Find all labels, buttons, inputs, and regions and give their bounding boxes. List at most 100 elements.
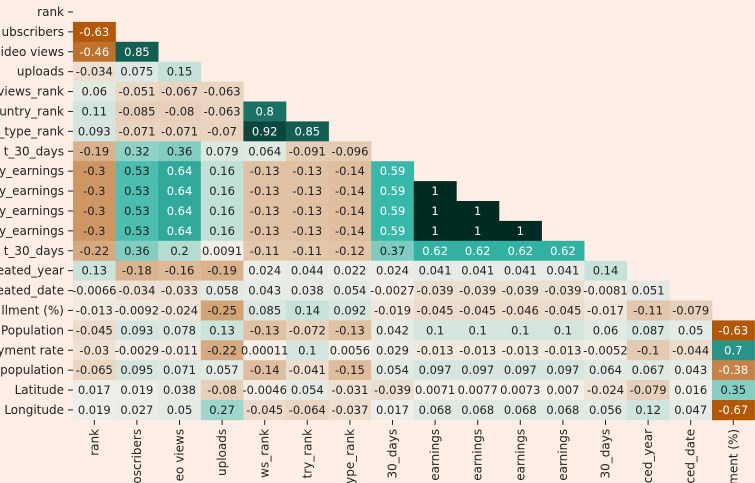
cell-value-label: -0.12: [335, 244, 365, 258]
cell-value-label: 0.092: [333, 303, 366, 317]
heatmap-cell: [371, 280, 415, 301]
cell-value-label: 0.068: [419, 403, 452, 417]
heatmap-cell: [158, 81, 202, 102]
heatmap-cell: [413, 240, 457, 261]
heatmap-cell: [200, 380, 244, 401]
heatmap-cell: [499, 280, 542, 301]
cell-value-label: 0.64: [167, 224, 193, 238]
heatmap-cell: [499, 320, 542, 341]
cell-value-label: -0.3: [83, 184, 105, 198]
cell-value-label: 0.62: [550, 244, 576, 258]
cell-value-label: -0.034: [76, 65, 113, 79]
heatmap-cell: [115, 340, 159, 361]
heatmap-cell: [413, 320, 457, 341]
cell-value-label: 0.038: [291, 284, 324, 298]
heatmap-cell: [200, 280, 244, 301]
heatmap-cell: [456, 240, 500, 261]
heatmap-cell: [158, 320, 202, 341]
cell-value-label: -0.041: [289, 363, 326, 377]
heatmap-cell: [286, 240, 329, 261]
cell-value-label: 0.05: [678, 323, 704, 337]
heatmap-cell: [371, 380, 415, 401]
cell-value-label: -0.63: [79, 25, 109, 39]
heatmap-cell: [73, 21, 116, 43]
cell-value-label: -0.0029: [115, 343, 159, 357]
cell-value-label: -0.0092: [115, 303, 159, 317]
heatmap-cell: [584, 260, 628, 281]
cell-value-label: -0.13: [250, 184, 280, 198]
heatmap-cell: [158, 260, 202, 281]
cell-value-label: 0.64: [167, 184, 193, 198]
heatmap-cell: [456, 360, 500, 381]
heatmap-cell: [243, 201, 287, 222]
row-tick-label: untry_rank: [0, 104, 64, 118]
cell-value-label: -0.0027: [370, 284, 414, 298]
cell-value-label: 0.041: [461, 264, 494, 278]
heatmap-cell: [286, 181, 329, 202]
cell-value-label: 0.093: [120, 323, 153, 337]
heatmap-cell: [200, 400, 244, 421]
heatmap-cell: [158, 220, 202, 242]
row-tick-label: views_rank: [0, 85, 64, 99]
column-tick-label: rank: [87, 429, 101, 456]
cell-value-label: -0.22: [207, 343, 237, 357]
cell-value-label: 0.7: [724, 343, 742, 357]
heatmap-cell: [669, 300, 713, 321]
column-tick-label: eo views: [173, 429, 187, 481]
heatmap-cell: [243, 300, 287, 321]
cell-value-label: 0.59: [380, 164, 406, 178]
cell-value-label: 0.62: [422, 244, 448, 258]
cell-value-label: 0.054: [291, 383, 324, 397]
heatmap-cell: [243, 161, 287, 182]
cell-value-label: 0.8: [256, 104, 274, 118]
column-tick-label: earnings: [471, 429, 485, 481]
heatmap-cell: [541, 400, 585, 421]
heatmap-cell: [371, 300, 415, 321]
cell-value-label: -0.18: [122, 264, 152, 278]
heatmap-cell: [456, 260, 500, 281]
cell-value-label: 0.097: [461, 363, 494, 377]
heatmap-cell: [541, 280, 585, 301]
heatmap-cell: [200, 201, 244, 222]
row-tick-label: y_earnings: [0, 184, 64, 198]
row-tick-label: llment (%): [1, 303, 64, 317]
heatmap-cell: [200, 300, 244, 321]
heatmap-cell: [626, 360, 670, 381]
heatmap-cell: [115, 161, 159, 182]
heatmap-cell: [243, 121, 287, 142]
cell-value-label: 0.041: [504, 264, 537, 278]
heatmap-cell: [243, 380, 287, 401]
cell-value-label: -0.11: [250, 244, 280, 258]
cell-value-label: -0.013: [544, 343, 581, 357]
cell-value-label: -0.3: [83, 164, 105, 178]
cell-value-label: -0.013: [459, 343, 496, 357]
cell-value-label: 0.042: [376, 323, 409, 337]
cell-value-label: -0.13: [250, 323, 280, 337]
cell-value-label: -0.3: [83, 224, 105, 238]
cell-value-label: 0.064: [248, 144, 281, 158]
column-tick-label: 30_days: [386, 429, 400, 479]
heatmap-cell: [456, 320, 500, 341]
column-tick-label: try_rank: [300, 429, 314, 479]
cell-value-label: 0.085: [248, 303, 281, 317]
cell-value-label: 0.16: [209, 164, 235, 178]
heatmap-cell: [499, 340, 542, 361]
heatmap-cell: [456, 201, 500, 222]
cell-value-label: 0.041: [546, 264, 579, 278]
heatmap-cell: [286, 280, 329, 301]
cell-value-label: 0.019: [120, 383, 153, 397]
cell-value-label: 0.00011: [241, 343, 289, 357]
cell-value-label: 0.53: [124, 204, 150, 218]
cell-value-label: 0.13: [209, 323, 235, 337]
cell-value-label: -0.046: [502, 303, 539, 317]
heatmap-cell: [328, 141, 372, 162]
cell-value-label: 0.06: [81, 85, 107, 99]
cell-value-label: -0.051: [118, 85, 155, 99]
cell-value-label: 0.35: [720, 383, 746, 397]
row-tick-label: ubscribers: [1, 25, 64, 39]
heatmap-cell: [243, 360, 287, 381]
heatmap-cell: [541, 320, 585, 341]
heatmap-cell: [413, 181, 457, 202]
heatmap-cell: [158, 340, 202, 361]
cell-value-label: 0.019: [78, 403, 111, 417]
